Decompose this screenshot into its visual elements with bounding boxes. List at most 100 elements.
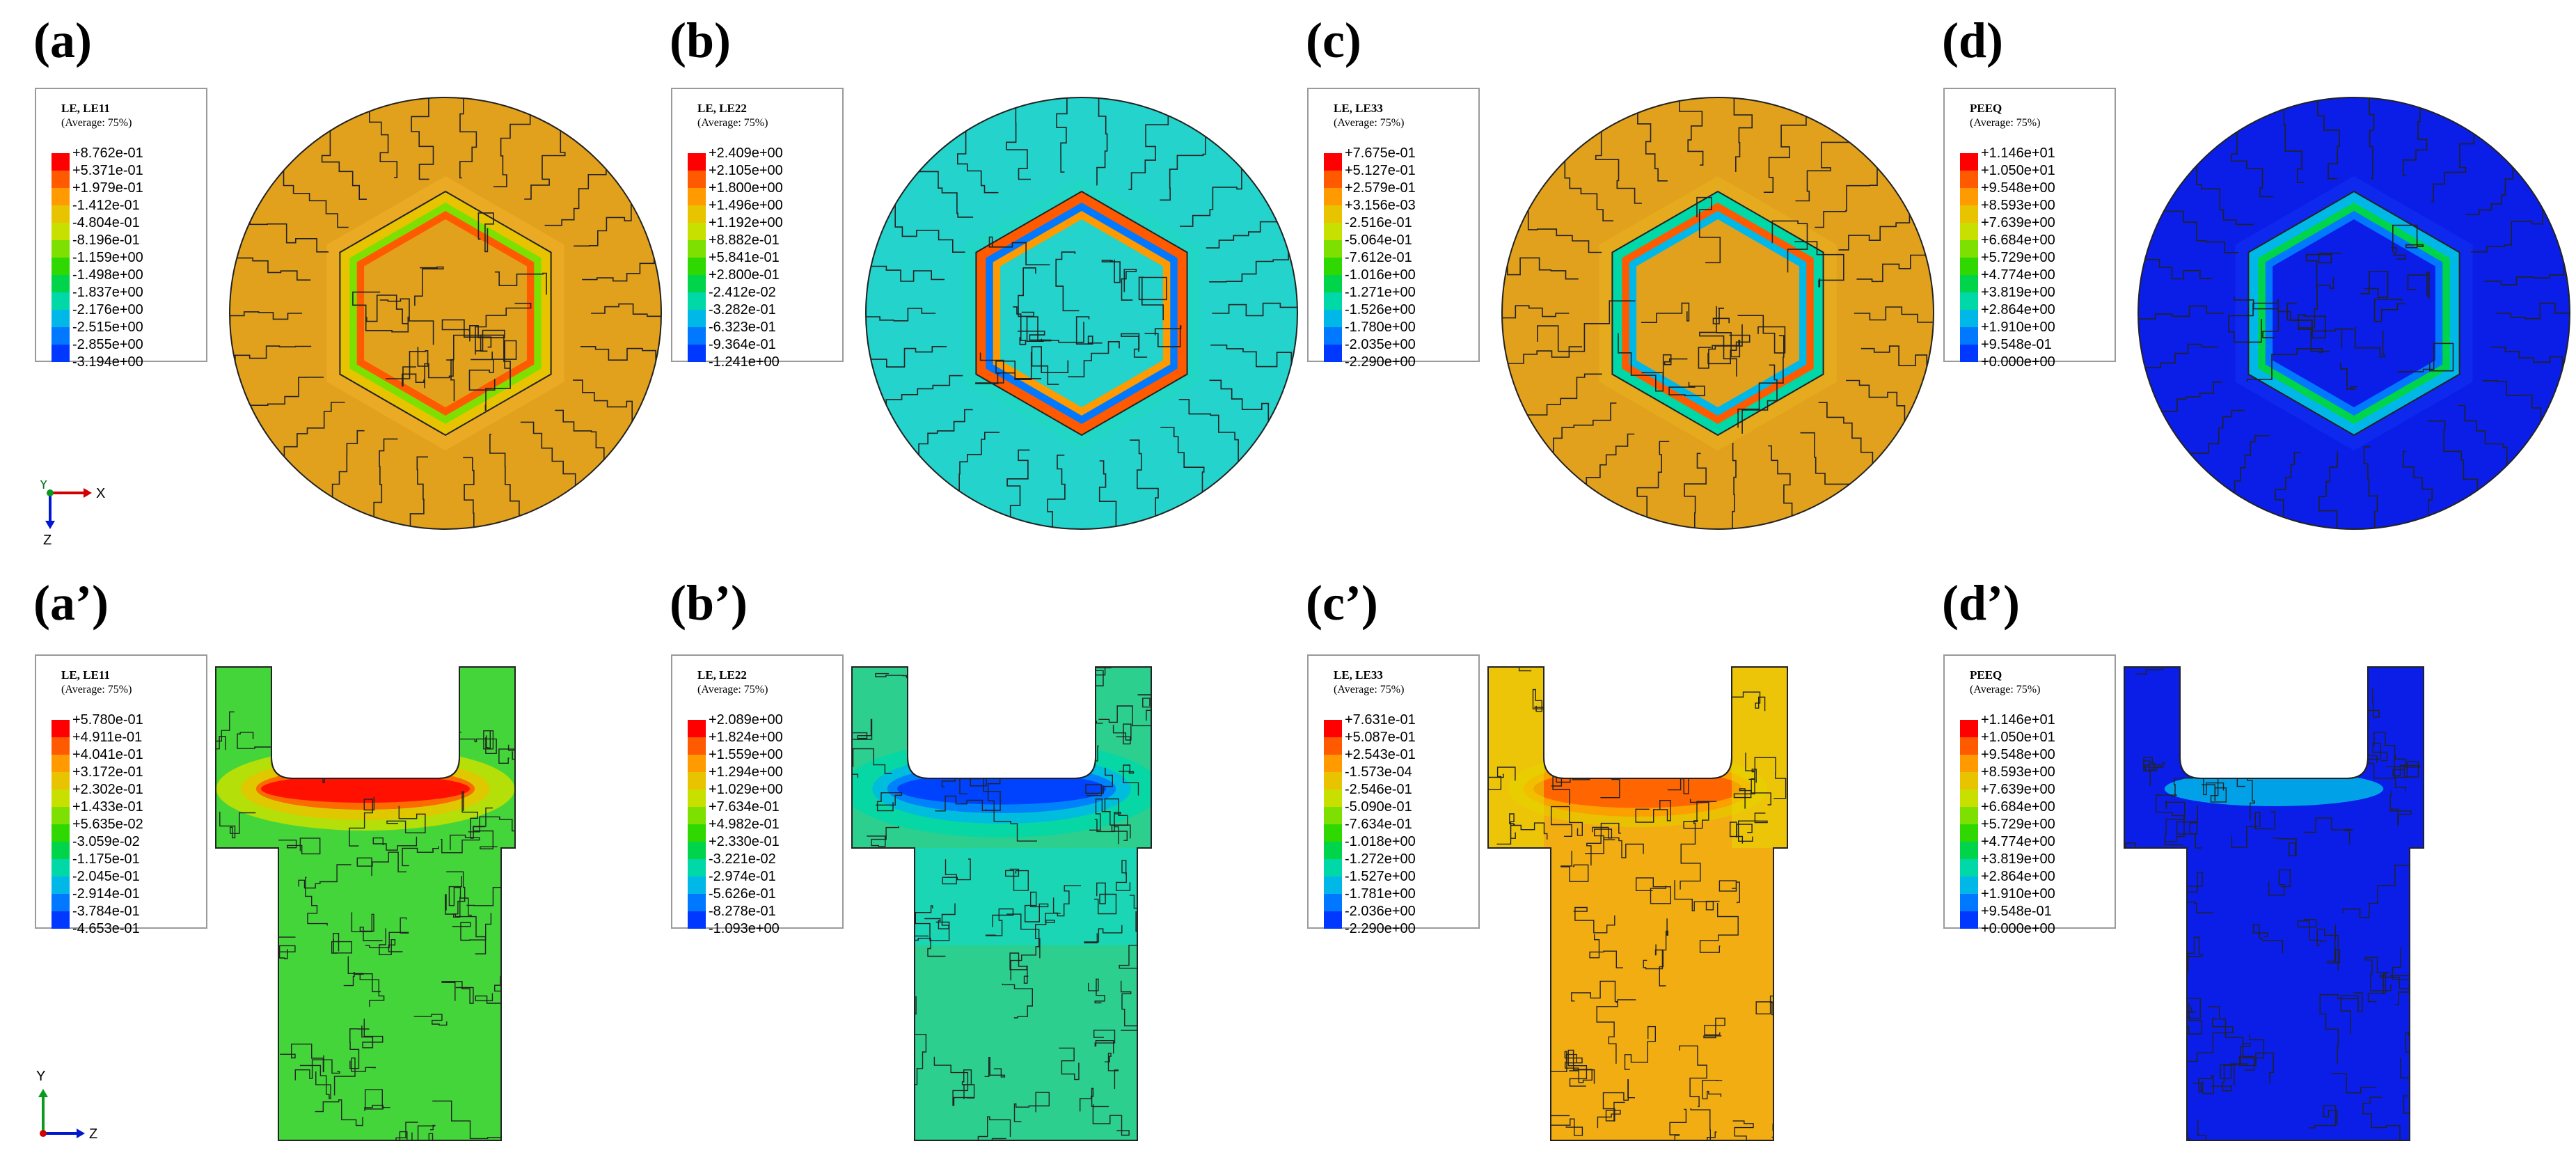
- grain-boundary: [1560, 851, 1589, 882]
- colorbar-swatch: [1324, 188, 1342, 205]
- grain-boundary: [2143, 757, 2164, 771]
- colorbar-value: +9.548e+00: [1981, 180, 2055, 196]
- grain-boundary: [2317, 100, 2340, 180]
- grain-boundary: [395, 1122, 418, 1140]
- legend-title: LE, LE11: [61, 668, 110, 682]
- grain-boundary: [990, 696, 1020, 730]
- colorbar-swatch: [1960, 258, 1978, 275]
- grain-boundary: [409, 456, 428, 526]
- axis-y-dot: [47, 489, 54, 496]
- grain-boundary: [876, 792, 903, 812]
- grain-boundary: [216, 856, 225, 885]
- colorbar-swatch: [688, 859, 706, 877]
- grain-boundary: [1209, 379, 1270, 422]
- legend-b2: LE, LE22 (Average: 75%) +2.089e+00 +1.824e+…: [671, 654, 844, 936]
- legend-d2: PEEQ (Average: 75%) +1.146e+01 +1.050e+01 +9…: [1943, 654, 2116, 936]
- grain-boundary: [477, 212, 494, 253]
- grain-boundary: [2272, 838, 2297, 856]
- colorbar-value: +1.433e-01: [72, 799, 143, 815]
- colorbar: [688, 720, 706, 929]
- colorbar-swatch: [688, 345, 706, 362]
- grain-boundary: [1846, 379, 1906, 422]
- colorbar-swatch: [688, 223, 706, 240]
- grain-boundary: [1737, 315, 1786, 354]
- grain-boundary: [1048, 675, 1068, 696]
- grain-boundary: [2163, 902, 2179, 928]
- colorbar-value: +3.172e-01: [72, 764, 143, 780]
- grain-boundary: [2303, 817, 2353, 845]
- grain-boundary: [1206, 220, 1277, 249]
- grain-boundary: [1618, 758, 1650, 779]
- legend-title: PEEQ: [1970, 668, 2002, 682]
- grain-boundary: [1637, 113, 1668, 182]
- grain-boundary: [2319, 994, 2358, 1064]
- grain-boundary: [1509, 813, 1516, 839]
- colorbar-value: +2.089e+00: [709, 712, 783, 728]
- grain-boundary: [494, 271, 547, 295]
- grain-boundary: [1635, 800, 1671, 823]
- grain-boundary: [1500, 905, 1539, 927]
- colorbar-swatch: [1324, 755, 1342, 772]
- colorbar-swatch: [52, 327, 70, 345]
- grain-boundary: [221, 849, 255, 876]
- grain-boundary: [1771, 1108, 1787, 1138]
- colorbar-value: +8.882e-01: [709, 233, 780, 248]
- axis-y-label: Y: [39, 480, 48, 492]
- grain-boundary: [413, 1014, 448, 1026]
- grain-boundary: [2308, 1105, 2338, 1129]
- grain-boundary: [975, 352, 1004, 384]
- grain-boundary: [1564, 161, 1614, 221]
- axis-z-arrowhead-bottom: [77, 1129, 85, 1138]
- grain-boundary: [918, 409, 973, 455]
- colorbar-swatch: [688, 842, 706, 859]
- grain-boundary: [1006, 913, 1040, 981]
- colorbar-value: +8.762e-01: [72, 146, 143, 161]
- colorbar-swatch: [52, 240, 70, 258]
- grain-boundary: [1659, 918, 1668, 987]
- grain-boundary: [441, 319, 492, 348]
- colorbar-value: +3.819e+00: [1981, 285, 2055, 300]
- grain-boundary: [2363, 446, 2378, 528]
- colorbar-value: +5.841e-01: [709, 250, 780, 265]
- colorbar-value: +5.371e-01: [72, 163, 143, 178]
- grain-boundary: [2135, 667, 2172, 675]
- grain-boundary: [1763, 116, 1807, 193]
- grain-boundary: [2231, 132, 2274, 198]
- grain-boundary: [1553, 402, 1617, 453]
- colorbar: [1324, 153, 1342, 362]
- colorbar-value: -2.914e-01: [72, 886, 140, 902]
- grain-boundary: [324, 744, 358, 760]
- colorbar-swatch: [52, 911, 70, 929]
- grain-boundary: [2211, 1064, 2235, 1092]
- grain-boundary: [359, 973, 385, 1007]
- legend-subtitle: (Average: 75%): [697, 684, 768, 696]
- colorbar-value: -4.653e-01: [72, 921, 140, 936]
- colorbar-swatch: [52, 859, 70, 877]
- strain-bands: [216, 747, 515, 831]
- grain-boundaries: [1502, 97, 1934, 529]
- colorbar-value: +9.548e-01: [1981, 904, 2052, 919]
- axis-x-label: X: [96, 486, 105, 501]
- colorbar-swatch: [1324, 153, 1342, 171]
- colorbar-swatch: [52, 772, 70, 789]
- grain-boundary: [1683, 799, 1717, 829]
- grain-boundary: [2234, 435, 2270, 494]
- contour-plot-d: [2138, 97, 2570, 530]
- grain-boundary: [366, 294, 408, 324]
- colorbar-value: -3.784e-01: [72, 904, 140, 919]
- grain-boundary: [1035, 913, 1061, 959]
- strain-band: [1533, 769, 1742, 808]
- colorbar-value: -2.412e-02: [709, 285, 776, 300]
- grain-boundary: [573, 379, 633, 422]
- colorbar-swatch: [52, 205, 70, 223]
- grain-boundary: [1061, 745, 1099, 762]
- grain-boundary: [1738, 812, 1768, 842]
- grain-boundary: [1018, 267, 1036, 317]
- grain-boundary: [2156, 794, 2185, 842]
- grain-boundary: [1599, 735, 1627, 756]
- colorbar-swatch: [1960, 877, 1978, 894]
- grain-boundary: [1618, 333, 1664, 392]
- colorbar-value: -3.282e-01: [709, 302, 776, 317]
- grain-boundary: [331, 430, 365, 498]
- grain-boundary: [985, 908, 1014, 936]
